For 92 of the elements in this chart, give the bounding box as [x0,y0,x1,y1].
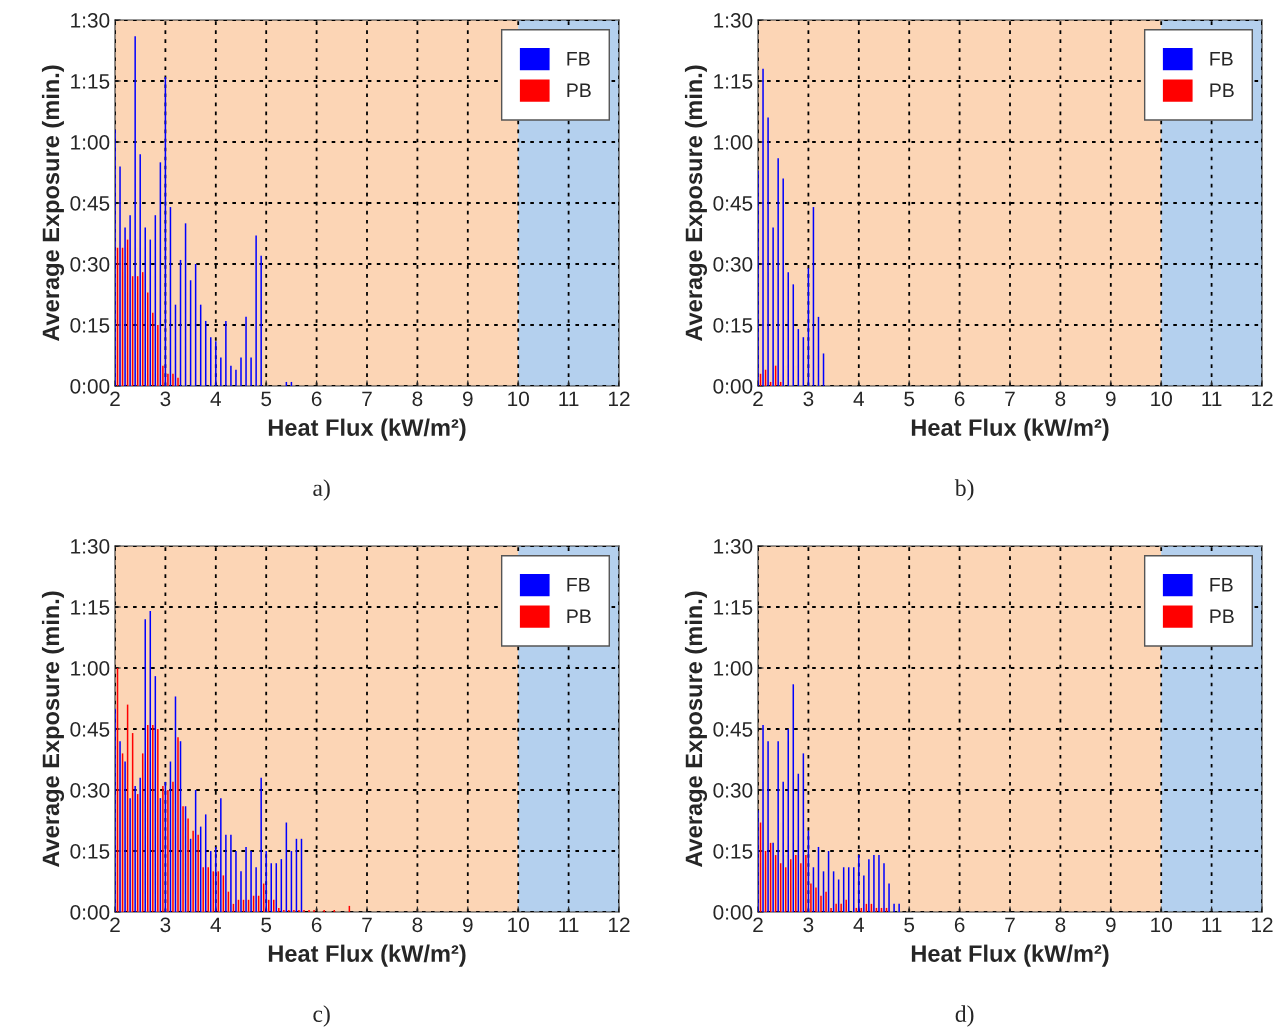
y-tick-label: 1:30 [71,13,110,28]
text: d) [955,1005,974,1027]
x-tick-label: 9 [462,917,473,933]
y-tick-label: 0:45 [713,196,753,211]
x-tick-label: 5 [261,917,272,933]
text: c) [313,1005,330,1027]
x-tick-label: 2 [110,917,120,932]
x-tick-label: 9 [462,391,473,407]
legend-label: FB [1210,578,1233,592]
x-axis-title: Heat Flux (kW/m²) [268,944,466,967]
text: b) [954,479,974,501]
legend-label: PB [1210,609,1234,623]
y-tick-label: 1:15 [714,74,753,89]
y-tick-label: 0:45 [70,722,110,737]
y-tick-label: 0:15 [70,318,110,333]
x-tick-label: 11 [559,917,579,932]
y-tick-label: 0:30 [713,783,753,798]
legend-label: PB [567,609,591,623]
x-axis-title: Heat Flux (kW/m²) [911,418,1109,441]
y-tick-label: 0:15 [713,318,753,333]
x-axis-title: Heat Flux (kW/m²) [911,944,1109,967]
y-tick-label: 0:30 [713,257,753,272]
x-tick-label: 4 [210,391,221,406]
x-tick-label: 9 [1105,391,1116,407]
x-tick-label: 5 [261,391,272,407]
y-tick-label: 0:15 [70,844,110,859]
x-tick-label: 4 [853,391,864,406]
x-tick-label: 7 [1005,391,1015,406]
y-tick-label: 1:15 [714,600,753,615]
y-tick-label: 1:00 [71,135,110,150]
x-tick-label: 11 [1202,391,1222,406]
x-tick-label: 12 [1252,391,1273,406]
y-axis-title: Average Exposure (min.) [41,65,65,342]
legend-label: FB [1210,52,1233,66]
x-tick-label: 8 [412,391,423,407]
x-tick-label: 3 [803,391,814,407]
x-tick-label: 10 [508,391,529,407]
x-tick-label: 10 [508,917,529,933]
x-tick-label: 7 [362,917,372,932]
y-tick-label: 0:15 [713,844,753,859]
x-tick-label: 6 [311,391,322,407]
x-tick-label: 8 [1055,391,1066,407]
x-tick-label: 3 [160,391,171,407]
text: a) [313,479,330,501]
x-tick-label: 4 [210,917,221,932]
x-tick-label: 12 [609,391,630,406]
x-axis-title: Heat Flux (kW/m²) [268,418,466,441]
x-tick-label: 6 [954,917,965,933]
x-tick-label: 6 [311,917,322,933]
x-tick-label: 2 [753,917,763,932]
y-tick-label: 1:00 [71,661,110,676]
y-tick-label: 1:30 [714,539,753,554]
legend-label: PB [567,83,591,97]
y-tick-label: 0:30 [70,257,110,272]
legend-label: PB [1210,83,1234,97]
x-tick-label: 11 [559,391,579,406]
x-tick-label: 12 [609,917,630,932]
x-tick-label: 5 [904,917,915,933]
x-tick-label: 11 [1202,917,1222,932]
y-tick-label: 0:45 [713,722,753,737]
x-tick-label: 12 [1252,917,1273,932]
y-tick-label: 0:00 [713,379,753,394]
x-tick-label: 3 [803,917,814,933]
y-tick-label: 0:30 [70,783,110,798]
y-tick-label: 1:15 [71,74,110,89]
y-tick-label: 1:30 [71,539,110,554]
y-tick-label: 0:00 [713,905,753,920]
x-tick-label: 10 [1151,917,1172,933]
y-axis-title: Average Exposure (min.) [41,591,65,868]
y-axis-title: Average Exposure (min.) [684,591,708,868]
x-tick-label: 7 [1005,917,1015,932]
legend-label: FB [567,578,590,592]
x-tick-label: 7 [362,391,372,406]
y-axis-title: Average Exposure (min.) [684,65,708,342]
y-tick-label: 0:00 [70,379,110,394]
y-tick-label: 1:00 [714,661,753,676]
x-tick-label: 2 [110,391,120,406]
y-tick-label: 1:00 [714,135,753,150]
y-tick-label: 0:00 [70,905,110,920]
y-tick-label: 0:45 [70,196,110,211]
x-tick-label: 8 [412,917,423,933]
x-tick-label: 6 [954,391,965,407]
x-tick-label: 9 [1105,917,1116,933]
y-tick-label: 1:15 [71,600,110,615]
y-tick-label: 1:30 [714,13,753,28]
legend-label: FB [567,52,590,66]
x-tick-label: 8 [1055,917,1066,933]
x-tick-label: 5 [904,391,915,407]
x-tick-label: 2 [753,391,763,406]
x-tick-label: 10 [1151,391,1172,407]
x-tick-label: 4 [853,917,864,932]
x-tick-label: 3 [160,917,171,933]
